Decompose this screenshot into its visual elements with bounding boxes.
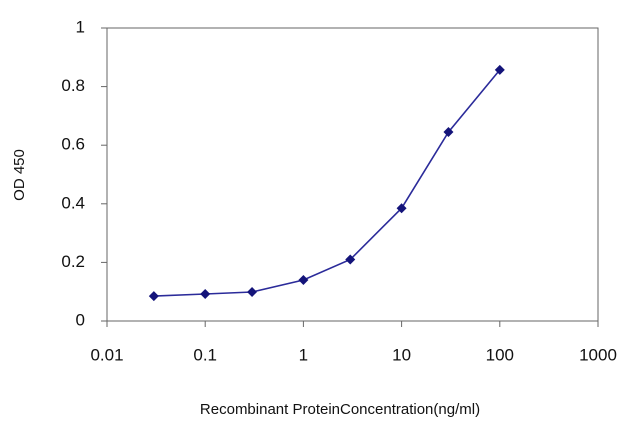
data-point [298, 274, 309, 285]
x-tick-label: 100 [486, 345, 514, 364]
data-point [443, 127, 454, 138]
y-tick-label: 0.8 [61, 76, 85, 95]
data-point [148, 291, 159, 302]
data-point [247, 286, 258, 297]
x-axis-title: Recombinant ProteinConcentration(ng/ml) [200, 401, 480, 418]
data-line [153, 69, 501, 297]
y-tick-label: 0.2 [61, 252, 85, 271]
y-tick-label: 1 [76, 17, 85, 36]
data-point [200, 289, 211, 300]
data-point [494, 64, 505, 75]
y-tick-label: 0.6 [61, 135, 85, 154]
x-tick-label: 0.1 [193, 345, 217, 364]
plot-frame [106, 27, 599, 322]
x-tick-label: 10 [392, 345, 411, 364]
data-point [345, 254, 356, 265]
y-axis-title: OD 450 [11, 149, 28, 201]
y-tick-label: 0 [76, 310, 85, 329]
x-tick-label: 0.01 [90, 345, 123, 364]
data-point [396, 203, 407, 214]
x-tick-label: 1000 [579, 345, 617, 364]
y-tick-label: 0.4 [61, 193, 85, 212]
x-tick-label: 1 [299, 345, 308, 364]
